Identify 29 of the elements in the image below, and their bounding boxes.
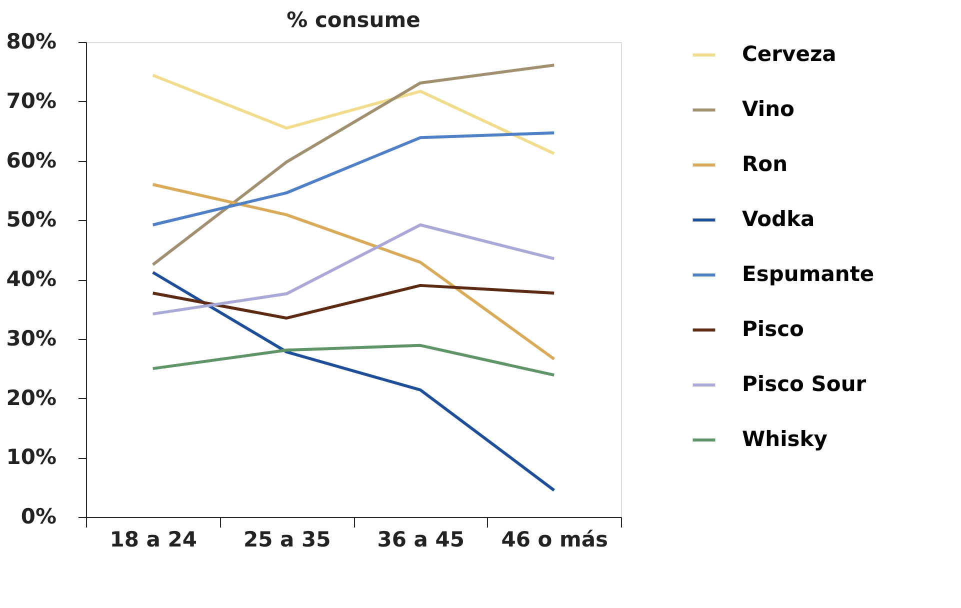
y-tick-label: 80%: [6, 30, 56, 54]
legend-label: Whisky: [742, 427, 828, 451]
y-tick-label: 30%: [6, 326, 56, 350]
x-tick-label: 46 o más: [501, 528, 608, 552]
y-tick-label: 0%: [20, 504, 56, 528]
chart-title: % consume: [286, 8, 420, 32]
legend-label: Vino: [742, 97, 794, 121]
y-tick-label: 50%: [6, 208, 56, 232]
x-tick-label: 36 a 45: [377, 528, 464, 552]
legend-label: Espumante: [742, 262, 874, 286]
y-tick-label: 60%: [6, 148, 56, 172]
legend-label: Vodka: [742, 207, 815, 231]
line-series: [151, 74, 556, 156]
y-tick-label: 20%: [6, 386, 56, 410]
line-series: [151, 223, 556, 316]
legend-label: Cerveza: [742, 42, 836, 66]
legend-label: Pisco Sour: [742, 372, 867, 396]
line-series: [151, 270, 556, 492]
legend-label: Pisco: [742, 317, 804, 341]
x-tick-label: 18 a 24: [110, 528, 197, 552]
line-series: [151, 183, 556, 361]
line-series: [151, 344, 556, 377]
y-tick-label: 10%: [6, 445, 56, 470]
y-tick-label: 70%: [6, 88, 56, 113]
line-series: [151, 131, 556, 226]
legend-label: Ron: [742, 152, 788, 176]
y-tick-label: 40%: [6, 267, 56, 291]
x-tick-label: 25 a 35: [244, 528, 331, 552]
line-series: [151, 64, 556, 266]
